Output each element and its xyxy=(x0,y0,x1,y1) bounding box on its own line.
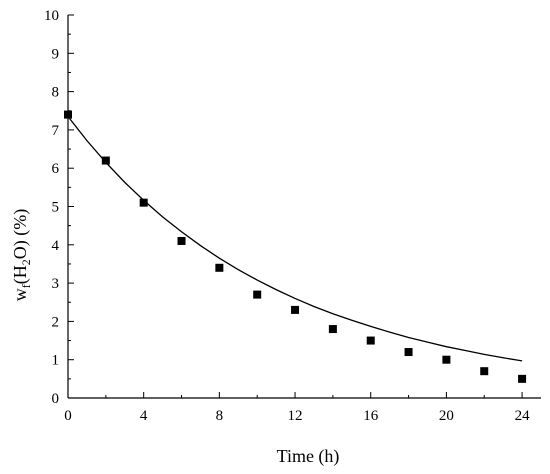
data-point xyxy=(177,236,186,245)
data-point xyxy=(480,367,489,376)
x-axis-title: Time (h) xyxy=(277,446,340,467)
data-point xyxy=(442,355,451,364)
fit-curve xyxy=(67,116,523,362)
y-tick-label: 1 xyxy=(52,353,60,369)
y-tick-label: 10 xyxy=(44,8,59,24)
y-axis-title: wf(H2O) (%) xyxy=(10,209,33,301)
y-tick-label: 0 xyxy=(52,391,60,407)
y-tick-label: 5 xyxy=(52,200,60,216)
data-point xyxy=(139,198,148,207)
x-tick-label: 4 xyxy=(140,408,148,424)
data-points xyxy=(64,110,527,383)
y-tick-label: 6 xyxy=(52,161,60,177)
y-tick-label: 7 xyxy=(52,123,60,139)
data-point xyxy=(404,348,413,357)
x-tick-label: 0 xyxy=(64,408,72,424)
data-point xyxy=(366,336,375,345)
y-axis-title-prefix-sub: f xyxy=(19,284,33,288)
y-axis-title-close: O) (%) xyxy=(10,209,31,259)
data-point xyxy=(328,325,337,334)
data-point xyxy=(64,110,72,119)
y-axis-title-open: (H xyxy=(10,265,31,284)
x-tick-label: 16 xyxy=(363,408,379,424)
data-point xyxy=(101,156,110,165)
data-point xyxy=(215,263,224,272)
y-axis-title-h-sub: 2 xyxy=(19,259,33,265)
y-tick-label: 3 xyxy=(52,276,60,292)
y-axis-title-prefix: w xyxy=(10,288,30,301)
x-tick-label: 8 xyxy=(216,408,224,424)
data-point xyxy=(518,374,527,383)
y-tick-label: 4 xyxy=(52,238,60,254)
y-tick-label: 8 xyxy=(52,85,60,101)
data-point xyxy=(253,290,262,299)
y-tick-label: 9 xyxy=(52,46,60,62)
data-point xyxy=(291,305,300,314)
x-tick-label: 20 xyxy=(439,408,454,424)
x-tick-label: 24 xyxy=(515,408,531,424)
y-tick-label: 2 xyxy=(52,314,60,330)
x-tick-label: 12 xyxy=(288,408,303,424)
axes xyxy=(67,15,541,399)
